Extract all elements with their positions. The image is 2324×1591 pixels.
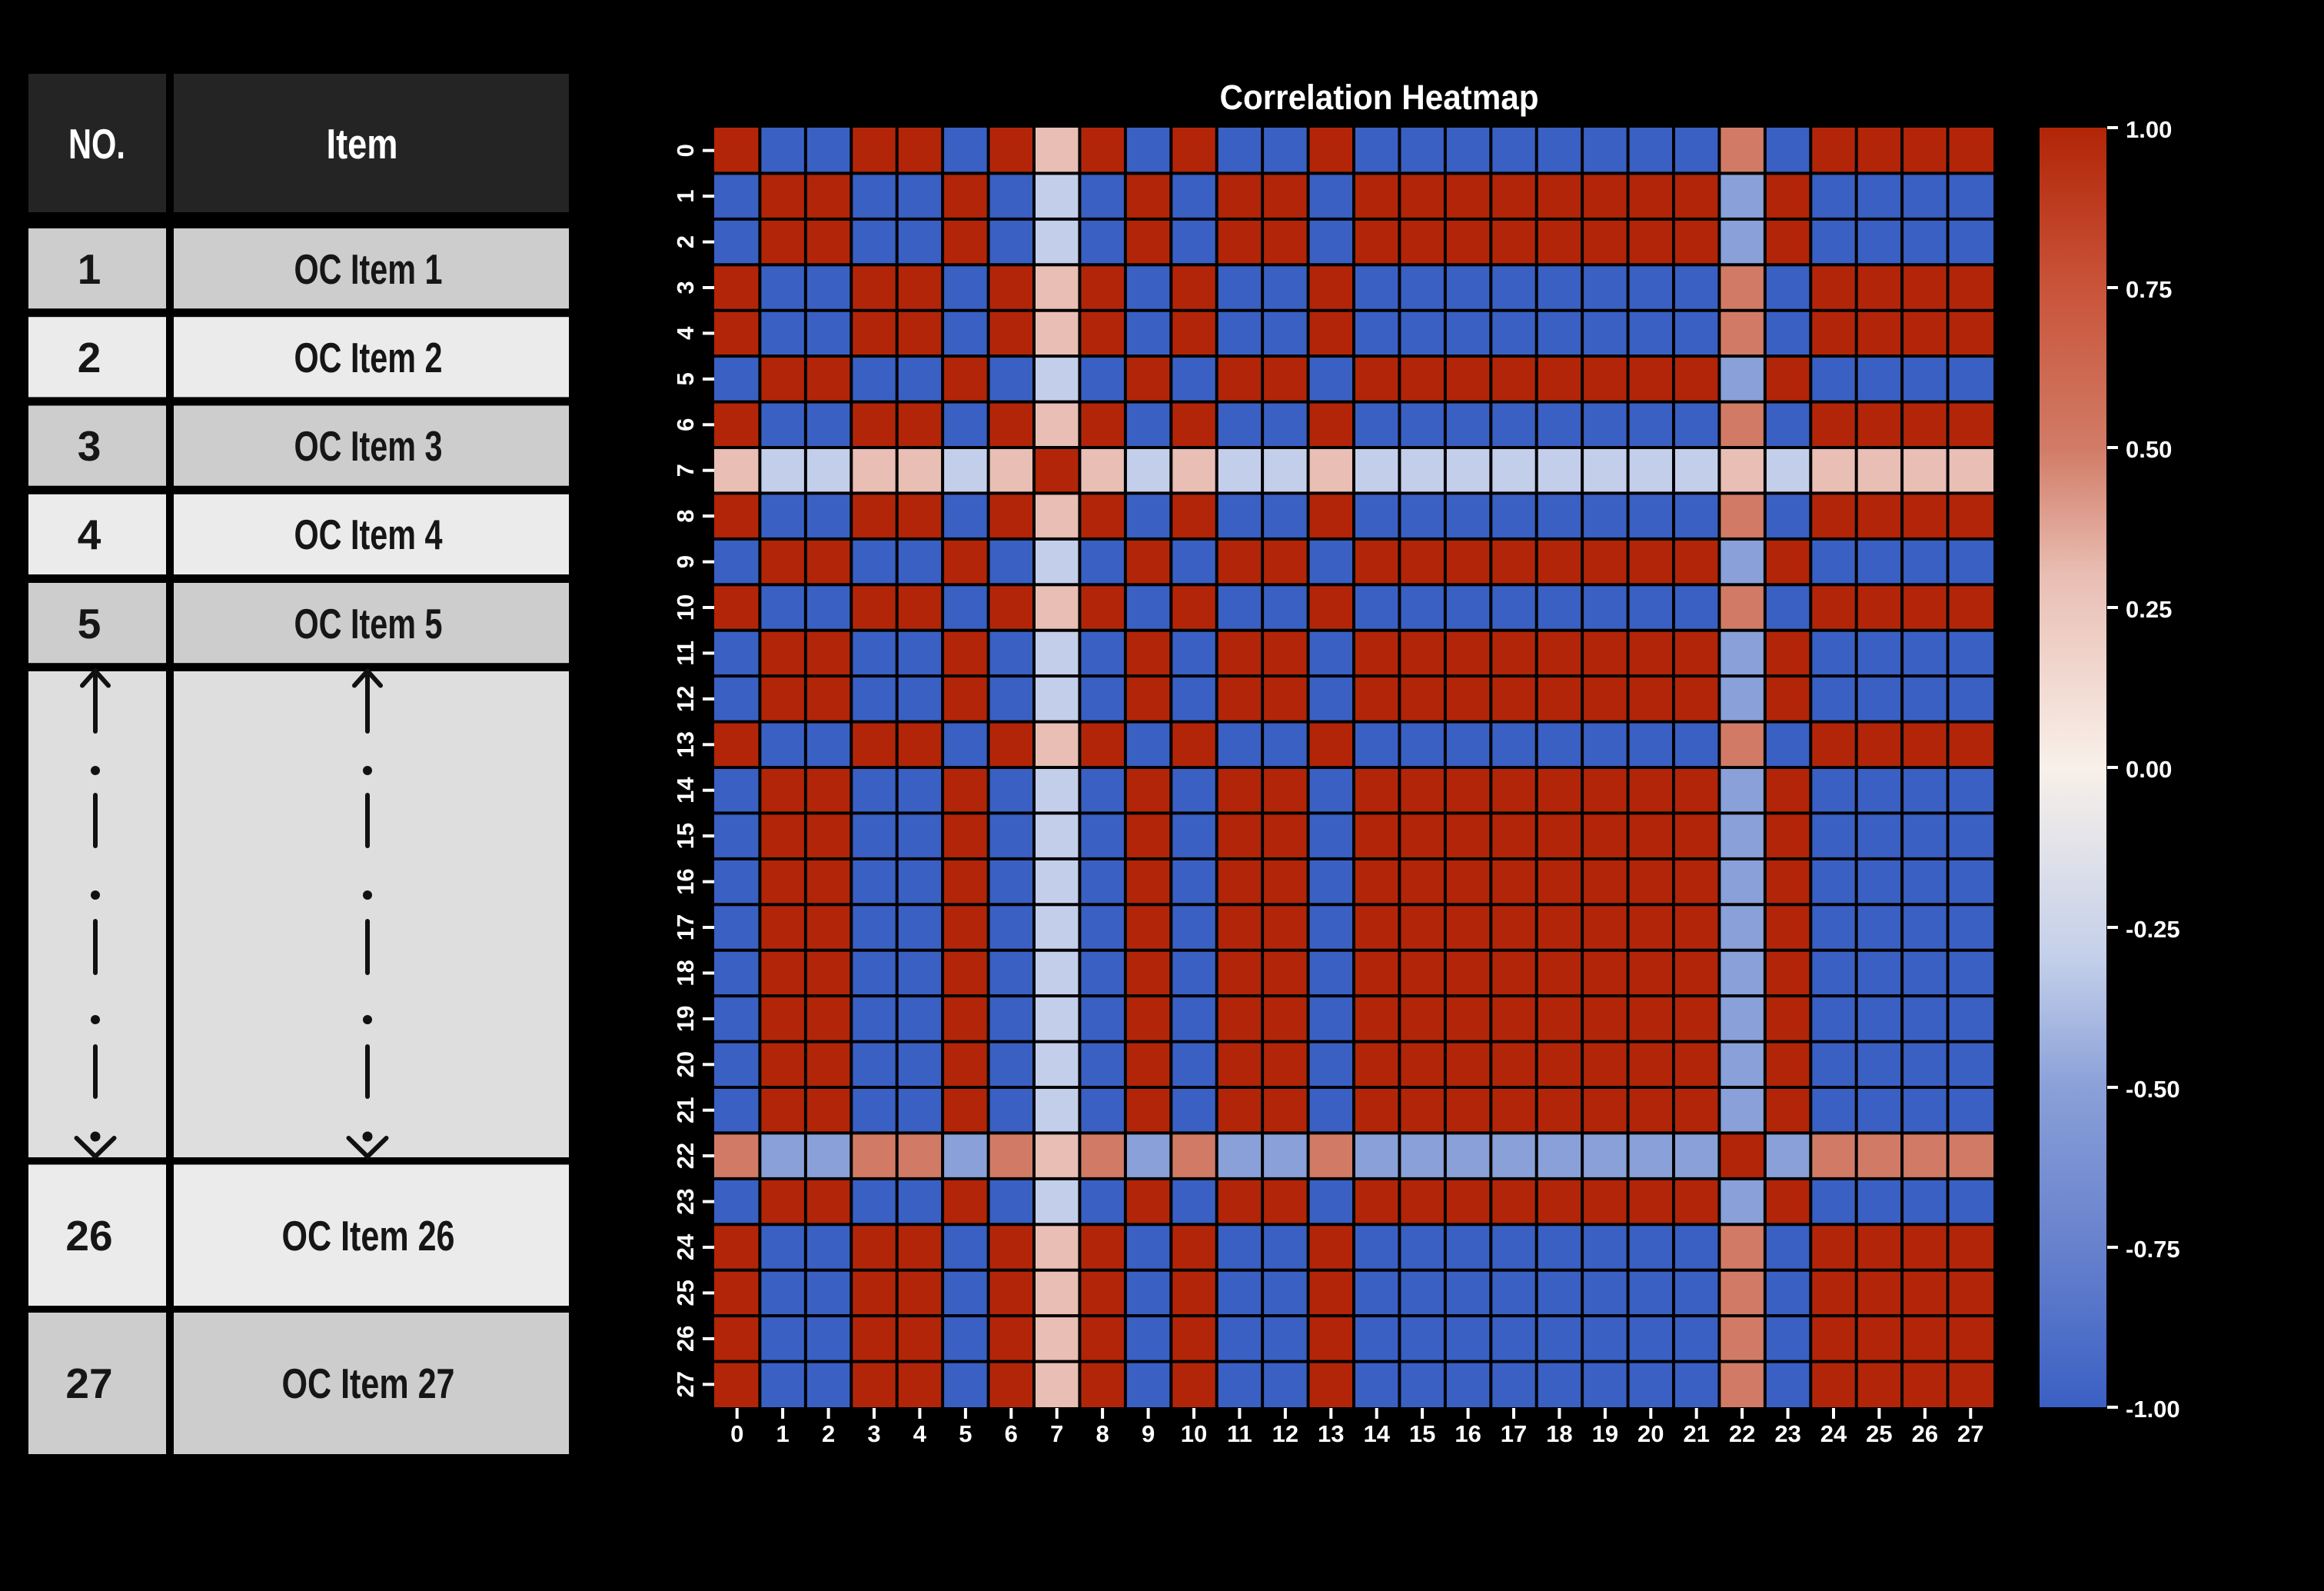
svg-text:11: 11 [672, 641, 699, 666]
svg-text:0.50: 0.50 [2126, 436, 2172, 463]
svg-text:22: 22 [672, 1143, 699, 1169]
svg-text:26: 26 [1912, 1420, 1938, 1447]
svg-text:12: 12 [672, 686, 699, 712]
svg-text:23: 23 [1774, 1420, 1800, 1447]
svg-text:0: 0 [730, 1420, 743, 1447]
svg-text:17: 17 [672, 914, 699, 940]
svg-text:2: 2 [822, 1420, 835, 1447]
svg-text:24: 24 [1820, 1420, 1847, 1447]
svg-text:13: 13 [672, 731, 699, 757]
svg-text:10: 10 [1181, 1420, 1207, 1447]
svg-text:14: 14 [1363, 1420, 1390, 1447]
svg-text:9: 9 [1142, 1420, 1155, 1447]
svg-text:23: 23 [672, 1188, 699, 1214]
svg-text:10: 10 [672, 594, 699, 621]
svg-text:19: 19 [672, 1006, 699, 1032]
svg-text:18: 18 [1546, 1420, 1572, 1447]
svg-text:7: 7 [672, 464, 699, 477]
svg-text:-0.75: -0.75 [2126, 1236, 2180, 1263]
svg-text:25: 25 [672, 1280, 699, 1306]
svg-text:19: 19 [1592, 1420, 1618, 1447]
svg-text:0.75: 0.75 [2126, 276, 2172, 303]
svg-text:OC Item 1: OC Item 1 [294, 245, 443, 293]
svg-text:0.25: 0.25 [2126, 596, 2172, 623]
svg-text:1: 1 [776, 1420, 789, 1447]
svg-text:Item: Item [327, 120, 398, 168]
svg-text:Correlation Heatmap: Correlation Heatmap [1220, 78, 1539, 117]
svg-text:21: 21 [672, 1097, 699, 1123]
svg-text:0: 0 [672, 144, 699, 157]
svg-text:26: 26 [672, 1326, 699, 1352]
svg-text:-0.50: -0.50 [2126, 1076, 2180, 1103]
svg-text:1: 1 [78, 245, 101, 293]
svg-text:21: 21 [1683, 1420, 1709, 1447]
svg-text:1: 1 [672, 189, 699, 202]
svg-text:6: 6 [1005, 1420, 1018, 1447]
svg-text:16: 16 [672, 868, 699, 894]
svg-text:2: 2 [78, 334, 101, 381]
svg-text:4: 4 [78, 511, 101, 558]
svg-text:4: 4 [913, 1420, 927, 1447]
svg-text:13: 13 [1318, 1420, 1344, 1447]
svg-text:5: 5 [78, 600, 101, 647]
svg-text:1.00: 1.00 [2126, 116, 2172, 143]
svg-text:-1.00: -1.00 [2126, 1396, 2180, 1423]
svg-text:27: 27 [672, 1371, 699, 1397]
svg-text:-0.25: -0.25 [2126, 916, 2180, 943]
svg-text:12: 12 [1272, 1420, 1298, 1447]
svg-text:3: 3 [78, 422, 101, 470]
svg-text:8: 8 [672, 509, 699, 522]
svg-text:NO.: NO. [68, 120, 125, 168]
svg-text:OC Item 27: OC Item 27 [282, 1360, 455, 1407]
svg-text:6: 6 [672, 418, 699, 431]
svg-text:OC Item 4: OC Item 4 [294, 511, 443, 558]
svg-text:4: 4 [672, 326, 699, 340]
svg-text:15: 15 [1409, 1420, 1435, 1447]
svg-text:20: 20 [1637, 1420, 1664, 1447]
svg-text:18: 18 [672, 960, 699, 986]
svg-text:15: 15 [672, 823, 699, 849]
svg-text:20: 20 [672, 1051, 699, 1077]
svg-text:0.00: 0.00 [2126, 756, 2172, 783]
svg-text:26: 26 [65, 1212, 112, 1260]
svg-text:OC Item 3: OC Item 3 [294, 422, 443, 470]
svg-text:24: 24 [672, 1233, 699, 1260]
svg-text:17: 17 [1501, 1420, 1527, 1447]
svg-text:25: 25 [1866, 1420, 1892, 1447]
svg-text:5: 5 [672, 372, 699, 385]
svg-text:5: 5 [959, 1420, 972, 1447]
svg-text:3: 3 [867, 1420, 880, 1447]
svg-text:27: 27 [65, 1360, 112, 1407]
svg-text:11: 11 [1227, 1420, 1252, 1447]
svg-text:7: 7 [1050, 1420, 1063, 1447]
svg-text:2: 2 [672, 235, 699, 248]
svg-text:OC Item 2: OC Item 2 [294, 334, 443, 381]
svg-text:9: 9 [672, 555, 699, 568]
svg-text:22: 22 [1729, 1420, 1755, 1447]
svg-text:14: 14 [672, 777, 699, 804]
svg-text:27: 27 [1957, 1420, 1983, 1447]
svg-text:OC Item 26: OC Item 26 [282, 1212, 455, 1260]
svg-text:3: 3 [672, 281, 699, 294]
svg-text:8: 8 [1096, 1420, 1109, 1447]
svg-text:OC Item 5: OC Item 5 [294, 600, 443, 647]
svg-text:16: 16 [1455, 1420, 1481, 1447]
